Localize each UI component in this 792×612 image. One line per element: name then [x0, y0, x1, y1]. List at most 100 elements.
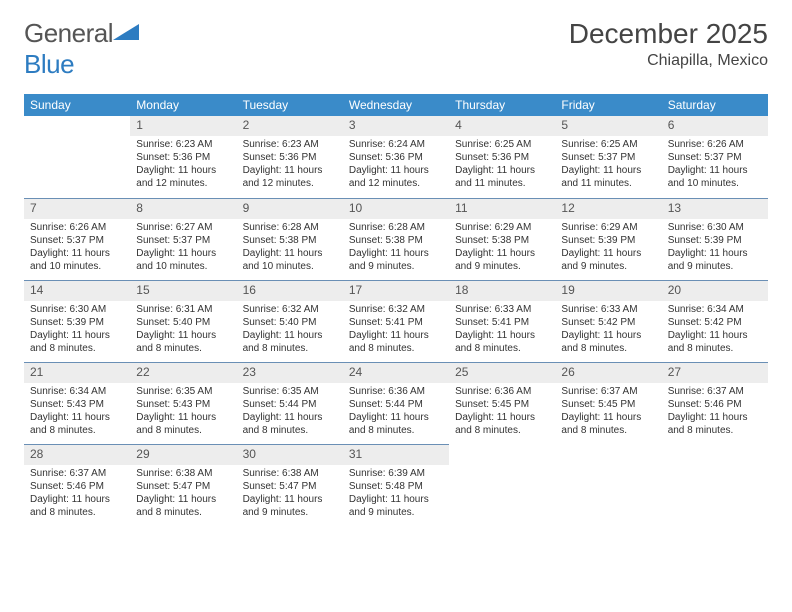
daylight-line1: Daylight: 11 hours — [455, 329, 549, 342]
sunset-text: Sunset: 5:40 PM — [243, 316, 337, 329]
daylight-line2: and 8 minutes. — [136, 506, 230, 519]
day-number: 7 — [24, 198, 130, 219]
daylight-line2: and 8 minutes. — [243, 342, 337, 355]
calendar-day: 18Sunrise: 6:33 AMSunset: 5:41 PMDayligh… — [449, 280, 555, 362]
day-body: Sunrise: 6:23 AMSunset: 5:36 PMDaylight:… — [130, 136, 236, 192]
day-body: Sunrise: 6:28 AMSunset: 5:38 PMDaylight:… — [343, 219, 449, 275]
daylight-line1: Daylight: 11 hours — [243, 329, 337, 342]
calendar-day: 1Sunrise: 6:23 AMSunset: 5:36 PMDaylight… — [130, 116, 236, 198]
day-number: 29 — [130, 444, 236, 465]
daylight-line2: and 8 minutes. — [349, 424, 443, 437]
sunrise-text: Sunrise: 6:34 AM — [30, 385, 124, 398]
calendar-week: 7Sunrise: 6:26 AMSunset: 5:37 PMDaylight… — [24, 198, 768, 280]
calendar-day: 27Sunrise: 6:37 AMSunset: 5:46 PMDayligh… — [662, 362, 768, 444]
daylight-line1: Daylight: 11 hours — [561, 164, 655, 177]
weekday-header: Thursday — [449, 94, 555, 116]
day-number: 25 — [449, 362, 555, 383]
logo: General Blue — [24, 18, 139, 80]
calendar-day: 15Sunrise: 6:31 AMSunset: 5:40 PMDayligh… — [130, 280, 236, 362]
calendar-week: 1Sunrise: 6:23 AMSunset: 5:36 PMDaylight… — [24, 116, 768, 198]
day-number: 24 — [343, 362, 449, 383]
daylight-line2: and 11 minutes. — [455, 177, 549, 190]
calendar-day: 24Sunrise: 6:36 AMSunset: 5:44 PMDayligh… — [343, 362, 449, 444]
calendar-day-empty — [24, 116, 130, 198]
daylight-line2: and 8 minutes. — [668, 342, 762, 355]
calendar-day: 29Sunrise: 6:38 AMSunset: 5:47 PMDayligh… — [130, 444, 236, 526]
sunrise-text: Sunrise: 6:30 AM — [30, 303, 124, 316]
day-number: 15 — [130, 280, 236, 301]
daylight-line2: and 12 minutes. — [136, 177, 230, 190]
daylight-line1: Daylight: 11 hours — [30, 493, 124, 506]
weekday-header: Friday — [555, 94, 661, 116]
daylight-line1: Daylight: 11 hours — [349, 329, 443, 342]
daylight-line2: and 10 minutes. — [668, 177, 762, 190]
sunrise-text: Sunrise: 6:23 AM — [243, 138, 337, 151]
sunrise-text: Sunrise: 6:26 AM — [30, 221, 124, 234]
sunset-text: Sunset: 5:47 PM — [243, 480, 337, 493]
daylight-line2: and 9 minutes. — [455, 260, 549, 273]
day-number: 6 — [662, 116, 768, 136]
day-number: 3 — [343, 116, 449, 136]
daylight-line2: and 8 minutes. — [561, 424, 655, 437]
day-body: Sunrise: 6:26 AMSunset: 5:37 PMDaylight:… — [24, 219, 130, 275]
day-body: Sunrise: 6:37 AMSunset: 5:46 PMDaylight:… — [24, 465, 130, 521]
sunrise-text: Sunrise: 6:28 AM — [243, 221, 337, 234]
daylight-line1: Daylight: 11 hours — [668, 411, 762, 424]
daylight-line1: Daylight: 11 hours — [243, 493, 337, 506]
day-body: Sunrise: 6:25 AMSunset: 5:37 PMDaylight:… — [555, 136, 661, 192]
day-body: Sunrise: 6:32 AMSunset: 5:41 PMDaylight:… — [343, 301, 449, 357]
calendar-day-empty — [662, 444, 768, 526]
sunrise-text: Sunrise: 6:37 AM — [561, 385, 655, 398]
calendar-day: 19Sunrise: 6:33 AMSunset: 5:42 PMDayligh… — [555, 280, 661, 362]
daylight-line1: Daylight: 11 hours — [136, 493, 230, 506]
day-body: Sunrise: 6:27 AMSunset: 5:37 PMDaylight:… — [130, 219, 236, 275]
daylight-line1: Daylight: 11 hours — [349, 164, 443, 177]
calendar-day-empty — [555, 444, 661, 526]
calendar-week: 28Sunrise: 6:37 AMSunset: 5:46 PMDayligh… — [24, 444, 768, 526]
calendar-day: 11Sunrise: 6:29 AMSunset: 5:38 PMDayligh… — [449, 198, 555, 280]
day-body: Sunrise: 6:36 AMSunset: 5:44 PMDaylight:… — [343, 383, 449, 439]
sunrise-text: Sunrise: 6:33 AM — [455, 303, 549, 316]
calendar-day: 17Sunrise: 6:32 AMSunset: 5:41 PMDayligh… — [343, 280, 449, 362]
sunset-text: Sunset: 5:42 PM — [668, 316, 762, 329]
logo-part1: General — [24, 18, 113, 48]
sunset-text: Sunset: 5:46 PM — [30, 480, 124, 493]
sunrise-text: Sunrise: 6:39 AM — [349, 467, 443, 480]
sunrise-text: Sunrise: 6:36 AM — [455, 385, 549, 398]
sunset-text: Sunset: 5:41 PM — [349, 316, 443, 329]
day-body: Sunrise: 6:28 AMSunset: 5:38 PMDaylight:… — [237, 219, 343, 275]
sunrise-text: Sunrise: 6:29 AM — [455, 221, 549, 234]
daylight-line1: Daylight: 11 hours — [561, 411, 655, 424]
day-body: Sunrise: 6:31 AMSunset: 5:40 PMDaylight:… — [130, 301, 236, 357]
day-number: 30 — [237, 444, 343, 465]
daylight-line1: Daylight: 11 hours — [136, 247, 230, 260]
day-body: Sunrise: 6:34 AMSunset: 5:42 PMDaylight:… — [662, 301, 768, 357]
daylight-line2: and 8 minutes. — [455, 342, 549, 355]
day-body: Sunrise: 6:38 AMSunset: 5:47 PMDaylight:… — [130, 465, 236, 521]
sunset-text: Sunset: 5:43 PM — [136, 398, 230, 411]
daylight-line1: Daylight: 11 hours — [243, 247, 337, 260]
day-number: 4 — [449, 116, 555, 136]
calendar-day: 20Sunrise: 6:34 AMSunset: 5:42 PMDayligh… — [662, 280, 768, 362]
sunrise-text: Sunrise: 6:38 AM — [243, 467, 337, 480]
daylight-line2: and 9 minutes. — [668, 260, 762, 273]
daylight-line1: Daylight: 11 hours — [349, 411, 443, 424]
calendar-day: 8Sunrise: 6:27 AMSunset: 5:37 PMDaylight… — [130, 198, 236, 280]
daylight-line1: Daylight: 11 hours — [349, 493, 443, 506]
daylight-line2: and 8 minutes. — [136, 424, 230, 437]
day-number: 18 — [449, 280, 555, 301]
daylight-line1: Daylight: 11 hours — [668, 247, 762, 260]
daylight-line2: and 10 minutes. — [136, 260, 230, 273]
sunrise-text: Sunrise: 6:31 AM — [136, 303, 230, 316]
title-block: December 2025 Chiapilla, Mexico — [569, 18, 768, 70]
calendar-day: 14Sunrise: 6:30 AMSunset: 5:39 PMDayligh… — [24, 280, 130, 362]
day-number: 23 — [237, 362, 343, 383]
sunset-text: Sunset: 5:45 PM — [455, 398, 549, 411]
day-number: 16 — [237, 280, 343, 301]
daylight-line2: and 9 minutes. — [349, 506, 443, 519]
calendar-day: 12Sunrise: 6:29 AMSunset: 5:39 PMDayligh… — [555, 198, 661, 280]
sunset-text: Sunset: 5:39 PM — [668, 234, 762, 247]
daylight-line1: Daylight: 11 hours — [136, 164, 230, 177]
day-number: 8 — [130, 198, 236, 219]
day-body: Sunrise: 6:37 AMSunset: 5:46 PMDaylight:… — [662, 383, 768, 439]
